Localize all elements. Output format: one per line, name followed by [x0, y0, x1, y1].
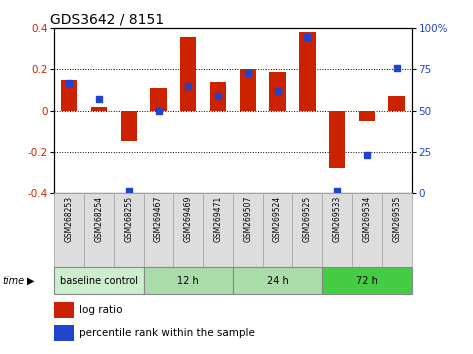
- Bar: [144, 267, 233, 294]
- Bar: [270, 72, 286, 111]
- Point: [214, 93, 222, 99]
- Text: percentile rank within the sample: percentile rank within the sample: [79, 328, 255, 338]
- Bar: [114, 193, 144, 267]
- Point: [184, 83, 192, 89]
- Bar: [203, 193, 233, 267]
- Bar: [292, 193, 322, 267]
- Text: GSM268255: GSM268255: [124, 196, 133, 242]
- Bar: [240, 69, 256, 111]
- Point: [333, 188, 341, 194]
- Bar: [121, 111, 137, 142]
- Bar: [359, 111, 375, 121]
- Bar: [174, 193, 203, 267]
- Text: GSM269533: GSM269533: [333, 196, 342, 242]
- Bar: [233, 193, 263, 267]
- Bar: [61, 80, 78, 111]
- Text: GSM269525: GSM269525: [303, 196, 312, 242]
- Text: GSM269507: GSM269507: [243, 196, 252, 242]
- Text: log ratio: log ratio: [79, 305, 123, 315]
- Point: [125, 188, 132, 194]
- Bar: [150, 88, 167, 111]
- Text: 12 h: 12 h: [177, 275, 199, 286]
- Text: GSM269471: GSM269471: [214, 196, 223, 242]
- Point: [95, 96, 103, 102]
- Bar: [329, 111, 345, 168]
- Text: GSM268253: GSM268253: [65, 196, 74, 242]
- Text: GSM269524: GSM269524: [273, 196, 282, 242]
- Bar: [299, 33, 315, 111]
- Bar: [382, 193, 412, 267]
- Bar: [144, 193, 174, 267]
- Bar: [54, 193, 84, 267]
- Text: GSM268254: GSM268254: [95, 196, 104, 242]
- Text: 72 h: 72 h: [356, 275, 378, 286]
- Text: GSM269469: GSM269469: [184, 196, 193, 242]
- Text: ▶: ▶: [27, 275, 35, 286]
- Bar: [233, 267, 322, 294]
- Point: [155, 108, 162, 114]
- Bar: [322, 193, 352, 267]
- Bar: [180, 36, 196, 111]
- Point: [304, 34, 311, 39]
- Text: baseline control: baseline control: [60, 275, 138, 286]
- Text: time: time: [2, 275, 25, 286]
- Bar: [388, 96, 405, 111]
- Bar: [91, 107, 107, 111]
- Bar: [263, 193, 292, 267]
- Text: GSM269534: GSM269534: [362, 196, 371, 242]
- Text: 24 h: 24 h: [267, 275, 289, 286]
- Bar: [322, 267, 412, 294]
- Text: GDS3642 / 8151: GDS3642 / 8151: [50, 12, 164, 27]
- Text: GSM269467: GSM269467: [154, 196, 163, 242]
- Point: [244, 70, 252, 76]
- Point: [65, 80, 73, 85]
- Bar: [54, 267, 144, 294]
- Bar: [54, 325, 74, 341]
- Point: [363, 152, 371, 158]
- Point: [274, 88, 281, 94]
- Bar: [84, 193, 114, 267]
- Bar: [352, 193, 382, 267]
- Bar: [54, 302, 74, 318]
- Text: GSM269535: GSM269535: [392, 196, 401, 242]
- Bar: [210, 82, 226, 111]
- Point: [393, 65, 401, 71]
